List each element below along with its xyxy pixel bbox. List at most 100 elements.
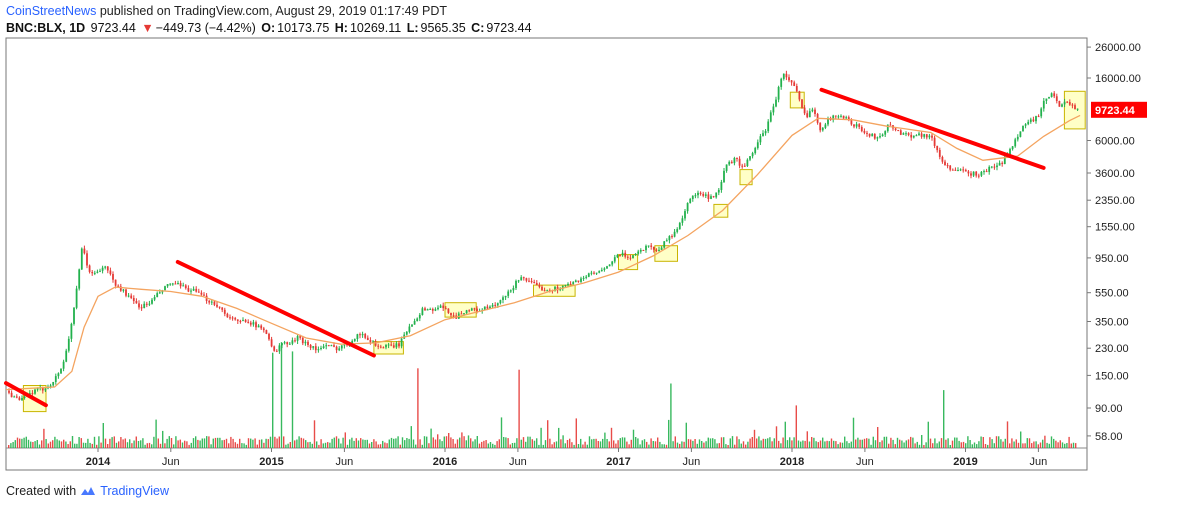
candle-body (694, 195, 697, 197)
candle-body (723, 170, 725, 182)
candle-body (564, 285, 567, 287)
publisher-header: CoinStreetNews published on TradingView.… (6, 3, 447, 20)
candle-body (834, 115, 837, 117)
candle-body (452, 315, 455, 317)
volume-bar (1039, 442, 1042, 448)
candle-body (460, 313, 463, 315)
y-tick-label: 2350.00 (1095, 195, 1135, 207)
volume-bar (12, 442, 14, 448)
volume-bar (940, 438, 943, 448)
candle-body (671, 236, 673, 238)
candle-body (884, 131, 887, 135)
volume-bar (395, 438, 397, 448)
volume-bar (309, 441, 311, 448)
volume-bar (148, 442, 151, 448)
candle-body (702, 193, 705, 196)
volume-bar (126, 442, 129, 448)
candle-body (863, 131, 866, 133)
candle-body (751, 153, 754, 157)
candle-body (645, 245, 647, 251)
candle-body (411, 324, 413, 327)
candle-body (353, 339, 356, 341)
volume-bar (305, 440, 307, 448)
candle-body (977, 175, 980, 177)
volume-bar (982, 437, 984, 448)
candle-body (611, 261, 614, 265)
volume-bar (91, 443, 93, 448)
volume-bar (527, 436, 529, 448)
candle-body (593, 272, 595, 274)
publisher-link[interactable]: CoinStreetNews (6, 4, 97, 18)
volume-bar (386, 443, 388, 448)
candle-body (23, 396, 26, 398)
candle-body (359, 334, 361, 336)
candle-body (437, 307, 439, 310)
candle-body (145, 303, 148, 305)
volume-bar (511, 443, 514, 448)
candle-body (60, 368, 62, 374)
volume-bar (841, 442, 844, 448)
candle-body (535, 283, 538, 285)
candle-body (470, 308, 473, 311)
candle-body (509, 290, 512, 292)
high-label: H: (334, 21, 348, 35)
volume-bar (826, 440, 828, 448)
volume-bar (782, 437, 784, 448)
candle-body (1024, 124, 1027, 126)
volume-bar (830, 438, 833, 448)
volume-bar (701, 441, 703, 448)
candle-body (442, 305, 445, 309)
volume-bar (34, 441, 36, 448)
volume-bar (811, 437, 813, 448)
candle-body (499, 300, 502, 304)
tradingview-link[interactable]: TradingView (100, 484, 169, 498)
candle-body (317, 349, 320, 351)
candle-body (1076, 108, 1079, 110)
volume-bar (19, 438, 21, 448)
candle-body (260, 325, 263, 329)
volume-bar (43, 428, 45, 448)
candle-body (125, 289, 127, 296)
candle-body (119, 286, 122, 291)
volume-bar (25, 436, 27, 448)
candle-body (265, 330, 268, 334)
candle-body (790, 80, 793, 83)
candle-body (1063, 101, 1066, 105)
volume-bar (349, 439, 351, 448)
candle-body (18, 397, 21, 401)
candle-body (13, 396, 16, 398)
candle-body (112, 274, 114, 280)
candle-body (658, 249, 660, 251)
close-label: C: (471, 21, 485, 35)
candle-body (286, 342, 289, 345)
volume-bar (760, 440, 762, 448)
volume-bar (197, 439, 199, 448)
candle-body (132, 298, 135, 302)
candle-body (208, 300, 211, 303)
candle-body (533, 282, 536, 283)
candle-body (515, 280, 517, 289)
last-price: 9723.44 (90, 21, 136, 35)
volume-bar (390, 437, 393, 448)
trendline (4, 381, 48, 408)
candle-body (959, 169, 962, 171)
candle-body (889, 124, 892, 126)
volume-bar (93, 436, 96, 448)
x-tick-label: Jun (509, 456, 527, 468)
candle-body (62, 361, 65, 369)
candle-body (873, 134, 876, 139)
volume-bar (441, 441, 443, 448)
volume-bar (1048, 443, 1050, 448)
candle-body (1068, 102, 1071, 105)
volume-bar (558, 427, 560, 448)
symbol-label[interactable]: BNC:BLX, 1D (6, 21, 86, 35)
volume-bar (98, 436, 100, 448)
candle-body (382, 347, 385, 349)
candle-body (36, 388, 39, 390)
candle-body (530, 281, 533, 283)
volume-bar (45, 439, 47, 448)
volume-bar (775, 426, 778, 448)
volume-bar (481, 441, 483, 448)
highlight-box (739, 169, 753, 186)
